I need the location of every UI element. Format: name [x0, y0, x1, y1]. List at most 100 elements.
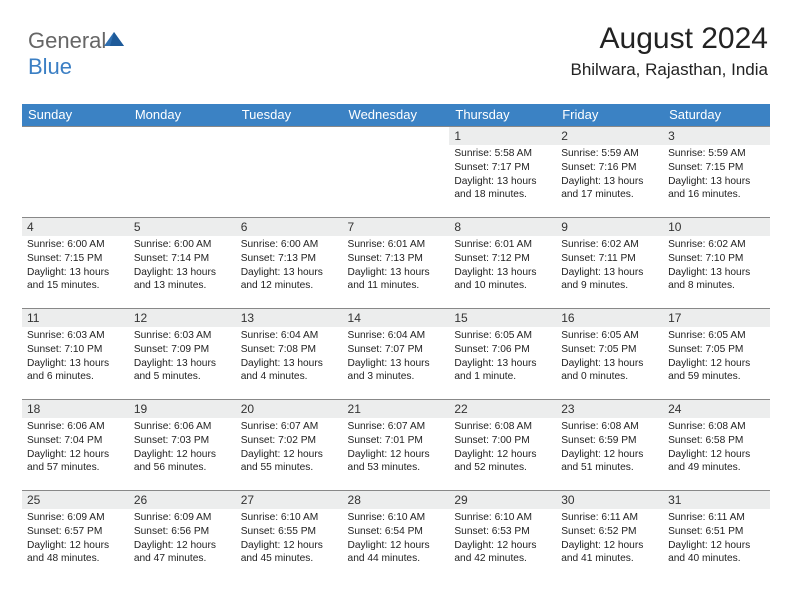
calendar-cell	[129, 127, 236, 218]
calendar-week-row: 11Sunrise: 6:03 AMSunset: 7:10 PMDayligh…	[22, 309, 770, 400]
calendar-cell	[343, 127, 450, 218]
day-number: 25	[22, 491, 129, 509]
day-number: 3	[663, 127, 770, 145]
logo-text-blue: Blue	[28, 54, 72, 79]
calendar-cell: 31Sunrise: 6:11 AMSunset: 6:51 PMDayligh…	[663, 491, 770, 582]
day-data: Sunrise: 6:03 AMSunset: 7:09 PMDaylight:…	[129, 327, 236, 386]
day-data: Sunrise: 6:04 AMSunset: 7:07 PMDaylight:…	[343, 327, 450, 386]
day-number: 5	[129, 218, 236, 236]
calendar-cell: 5Sunrise: 6:00 AMSunset: 7:14 PMDaylight…	[129, 218, 236, 309]
day-data: Sunrise: 6:05 AMSunset: 7:06 PMDaylight:…	[449, 327, 556, 386]
day-number: 31	[663, 491, 770, 509]
calendar-week-row: 25Sunrise: 6:09 AMSunset: 6:57 PMDayligh…	[22, 491, 770, 582]
calendar-cell: 6Sunrise: 6:00 AMSunset: 7:13 PMDaylight…	[236, 218, 343, 309]
day-number: 8	[449, 218, 556, 236]
day-data: Sunrise: 6:07 AMSunset: 7:02 PMDaylight:…	[236, 418, 343, 477]
day-number: 15	[449, 309, 556, 327]
day-data: Sunrise: 6:08 AMSunset: 6:59 PMDaylight:…	[556, 418, 663, 477]
calendar-cell: 2Sunrise: 5:59 AMSunset: 7:16 PMDaylight…	[556, 127, 663, 218]
calendar-cell: 16Sunrise: 6:05 AMSunset: 7:05 PMDayligh…	[556, 309, 663, 400]
day-data: Sunrise: 6:08 AMSunset: 7:00 PMDaylight:…	[449, 418, 556, 477]
weekday-wed: Wednesday	[343, 104, 450, 127]
day-number: 13	[236, 309, 343, 327]
calendar-cell: 4Sunrise: 6:00 AMSunset: 7:15 PMDaylight…	[22, 218, 129, 309]
calendar-cell: 25Sunrise: 6:09 AMSunset: 6:57 PMDayligh…	[22, 491, 129, 582]
calendar-cell: 10Sunrise: 6:02 AMSunset: 7:10 PMDayligh…	[663, 218, 770, 309]
calendar-cell	[236, 127, 343, 218]
day-data: Sunrise: 6:01 AMSunset: 7:12 PMDaylight:…	[449, 236, 556, 295]
day-data: Sunrise: 6:05 AMSunset: 7:05 PMDaylight:…	[556, 327, 663, 386]
day-data: Sunrise: 6:03 AMSunset: 7:10 PMDaylight:…	[22, 327, 129, 386]
header-right: August 2024 Bhilwara, Rajasthan, India	[570, 22, 768, 80]
logo-mark-icon	[104, 26, 124, 42]
calendar-cell: 1Sunrise: 5:58 AMSunset: 7:17 PMDaylight…	[449, 127, 556, 218]
brand-logo: General Blue	[28, 26, 124, 80]
weekday-row: Sunday Monday Tuesday Wednesday Thursday…	[22, 104, 770, 127]
calendar-cell: 21Sunrise: 6:07 AMSunset: 7:01 PMDayligh…	[343, 400, 450, 491]
day-data: Sunrise: 6:02 AMSunset: 7:11 PMDaylight:…	[556, 236, 663, 295]
calendar-week-row: 4Sunrise: 6:00 AMSunset: 7:15 PMDaylight…	[22, 218, 770, 309]
day-number: 23	[556, 400, 663, 418]
calendar-cell: 8Sunrise: 6:01 AMSunset: 7:12 PMDaylight…	[449, 218, 556, 309]
weekday-sat: Saturday	[663, 104, 770, 127]
calendar-cell: 20Sunrise: 6:07 AMSunset: 7:02 PMDayligh…	[236, 400, 343, 491]
calendar-cell: 11Sunrise: 6:03 AMSunset: 7:10 PMDayligh…	[22, 309, 129, 400]
day-data: Sunrise: 5:59 AMSunset: 7:15 PMDaylight:…	[663, 145, 770, 204]
calendar-cell: 9Sunrise: 6:02 AMSunset: 7:11 PMDaylight…	[556, 218, 663, 309]
day-data: Sunrise: 6:06 AMSunset: 7:04 PMDaylight:…	[22, 418, 129, 477]
day-data: Sunrise: 5:58 AMSunset: 7:17 PMDaylight:…	[449, 145, 556, 204]
day-number: 22	[449, 400, 556, 418]
day-number: 7	[343, 218, 450, 236]
day-number: 16	[556, 309, 663, 327]
day-number: 18	[22, 400, 129, 418]
day-number: 20	[236, 400, 343, 418]
day-number: 11	[22, 309, 129, 327]
day-data: Sunrise: 6:01 AMSunset: 7:13 PMDaylight:…	[343, 236, 450, 295]
calendar-cell: 14Sunrise: 6:04 AMSunset: 7:07 PMDayligh…	[343, 309, 450, 400]
day-number: 12	[129, 309, 236, 327]
day-data: Sunrise: 6:06 AMSunset: 7:03 PMDaylight:…	[129, 418, 236, 477]
day-number: 27	[236, 491, 343, 509]
logo-text-general: General	[28, 28, 106, 53]
calendar-table: Sunday Monday Tuesday Wednesday Thursday…	[22, 104, 770, 581]
day-data: Sunrise: 6:11 AMSunset: 6:52 PMDaylight:…	[556, 509, 663, 568]
day-number: 24	[663, 400, 770, 418]
day-number: 1	[449, 127, 556, 145]
day-number: 9	[556, 218, 663, 236]
day-data: Sunrise: 6:00 AMSunset: 7:15 PMDaylight:…	[22, 236, 129, 295]
calendar-cell: 19Sunrise: 6:06 AMSunset: 7:03 PMDayligh…	[129, 400, 236, 491]
day-data: Sunrise: 6:04 AMSunset: 7:08 PMDaylight:…	[236, 327, 343, 386]
calendar-cell: 23Sunrise: 6:08 AMSunset: 6:59 PMDayligh…	[556, 400, 663, 491]
day-data: Sunrise: 6:09 AMSunset: 6:57 PMDaylight:…	[22, 509, 129, 568]
day-number: 17	[663, 309, 770, 327]
day-data: Sunrise: 6:09 AMSunset: 6:56 PMDaylight:…	[129, 509, 236, 568]
calendar-cell: 28Sunrise: 6:10 AMSunset: 6:54 PMDayligh…	[343, 491, 450, 582]
day-number: 4	[22, 218, 129, 236]
calendar-cell: 7Sunrise: 6:01 AMSunset: 7:13 PMDaylight…	[343, 218, 450, 309]
location-subtitle: Bhilwara, Rajasthan, India	[570, 60, 768, 80]
day-data: Sunrise: 6:00 AMSunset: 7:14 PMDaylight:…	[129, 236, 236, 295]
day-data: Sunrise: 6:10 AMSunset: 6:55 PMDaylight:…	[236, 509, 343, 568]
day-number: 6	[236, 218, 343, 236]
day-number: 30	[556, 491, 663, 509]
calendar-cell: 18Sunrise: 6:06 AMSunset: 7:04 PMDayligh…	[22, 400, 129, 491]
calendar-week-row: 1Sunrise: 5:58 AMSunset: 7:17 PMDaylight…	[22, 127, 770, 218]
calendar-cell: 22Sunrise: 6:08 AMSunset: 7:00 PMDayligh…	[449, 400, 556, 491]
day-data: Sunrise: 6:00 AMSunset: 7:13 PMDaylight:…	[236, 236, 343, 295]
calendar-cell: 17Sunrise: 6:05 AMSunset: 7:05 PMDayligh…	[663, 309, 770, 400]
day-data: Sunrise: 6:05 AMSunset: 7:05 PMDaylight:…	[663, 327, 770, 386]
calendar-cell: 24Sunrise: 6:08 AMSunset: 6:58 PMDayligh…	[663, 400, 770, 491]
day-number: 14	[343, 309, 450, 327]
calendar-cell: 15Sunrise: 6:05 AMSunset: 7:06 PMDayligh…	[449, 309, 556, 400]
day-data: Sunrise: 6:10 AMSunset: 6:54 PMDaylight:…	[343, 509, 450, 568]
day-data: Sunrise: 5:59 AMSunset: 7:16 PMDaylight:…	[556, 145, 663, 204]
calendar-cell: 13Sunrise: 6:04 AMSunset: 7:08 PMDayligh…	[236, 309, 343, 400]
weekday-thu: Thursday	[449, 104, 556, 127]
day-data: Sunrise: 6:10 AMSunset: 6:53 PMDaylight:…	[449, 509, 556, 568]
day-data: Sunrise: 6:07 AMSunset: 7:01 PMDaylight:…	[343, 418, 450, 477]
calendar-cell: 12Sunrise: 6:03 AMSunset: 7:09 PMDayligh…	[129, 309, 236, 400]
calendar-body: 1Sunrise: 5:58 AMSunset: 7:17 PMDaylight…	[22, 127, 770, 582]
calendar-cell	[22, 127, 129, 218]
day-number: 29	[449, 491, 556, 509]
day-number: 2	[556, 127, 663, 145]
